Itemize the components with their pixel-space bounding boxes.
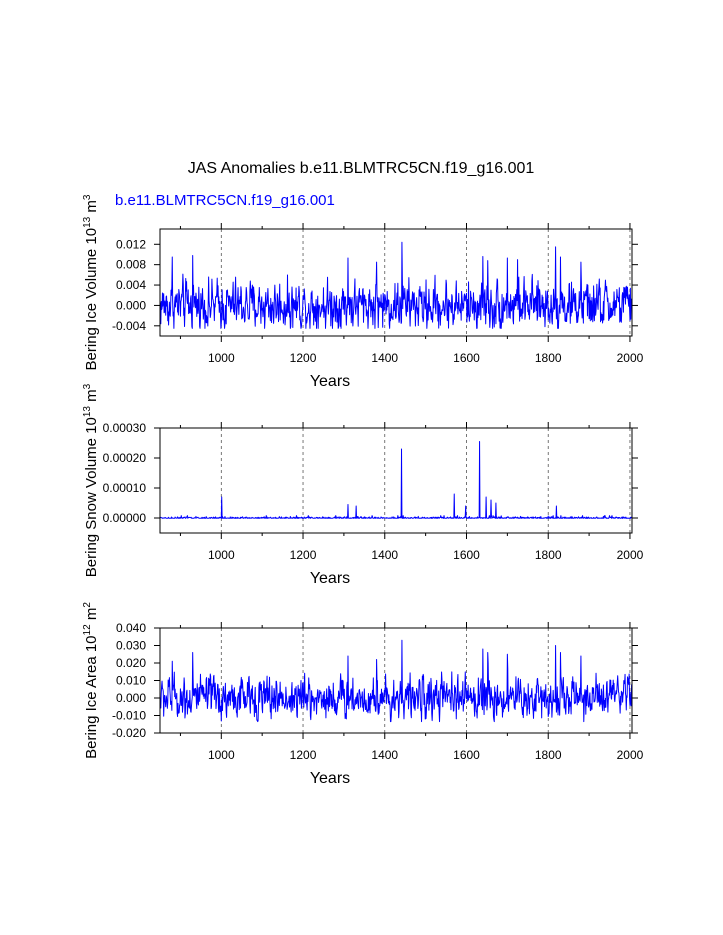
- y-tick-label: 0.040: [116, 621, 146, 635]
- x-tick-label: 1600: [453, 748, 480, 762]
- y-axis-label-unit-exp: 3: [82, 383, 93, 389]
- x-axis-label: Years: [310, 770, 350, 787]
- y-tick-label: 0.000: [116, 691, 146, 705]
- panels: 1000 1200 1400 1600 1800 2000 -0.004 0.000 0.004…: [82, 194, 644, 787]
- y-tick-label: -0.010: [112, 709, 146, 723]
- y-axis-label-unit-exp: 3: [82, 194, 93, 200]
- y-tick-label: -0.004: [112, 319, 146, 333]
- y-tick-label: 0.000: [116, 298, 146, 312]
- legend-label: b.e11.BLMTRC5CN.f19_g16.001: [115, 192, 335, 209]
- series-line: [159, 241, 633, 329]
- x-tick-label: 2000: [617, 748, 644, 762]
- y-axis-label-exp: 12: [82, 624, 93, 636]
- x-tick-label: 1400: [371, 748, 398, 762]
- y-tick-label: 0.012: [116, 237, 146, 251]
- x-tick-label: 1600: [453, 351, 480, 365]
- series-line: [159, 639, 633, 723]
- y-tick-label: 0.004: [116, 278, 146, 292]
- panel-3: 1000 1200 1400 1600 1800 2000 -0.020 -0.010 0.00…: [82, 602, 644, 787]
- y-tick-label: 0.030: [116, 639, 146, 653]
- plot-frame: [159, 427, 633, 534]
- panel-2: 1000 1200 1400 1600 1800 2000 0.00000 0.00010 0.…: [82, 383, 644, 587]
- x-tick-label: 1000: [208, 351, 235, 365]
- y-tick-label: 0.00000: [103, 511, 147, 525]
- y-axis-label: Bering Snow Volume 1013 m3: [82, 383, 100, 577]
- y-axis-label: Bering Ice Area 1012 m2: [82, 602, 100, 759]
- x-axis-label: Years: [310, 373, 350, 390]
- plot-frame: [159, 228, 633, 337]
- y-axis-label-unit-exp: 2: [82, 602, 93, 608]
- y-axis-label-exp: 13: [82, 406, 93, 418]
- x-tick-label: 1200: [290, 748, 317, 762]
- figure-title: JAS Anomalies b.e11.BLMTRC5CN.f19_g16.00…: [188, 160, 535, 177]
- x-tick-label: 1800: [535, 548, 562, 562]
- y-tick-label: 0.00010: [103, 481, 147, 495]
- y-axis-label-text: Bering Snow Volume 10: [83, 417, 100, 577]
- y-tick-label: 0.00020: [103, 451, 147, 465]
- x-tick-label: 1600: [453, 548, 480, 562]
- y-tick-label: -0.020: [112, 726, 146, 740]
- x-tick-label: 1800: [535, 748, 562, 762]
- y-axis-label-unit: m: [83, 200, 100, 217]
- y-tick-label: 0.020: [116, 656, 146, 670]
- y-axis-label-unit: m: [83, 389, 100, 406]
- y-tick-label: 0.008: [116, 258, 146, 272]
- y-axis-label-unit: m: [83, 608, 100, 625]
- x-tick-label: 1400: [371, 548, 398, 562]
- x-tick-label: 1200: [290, 351, 317, 365]
- x-tick-label: 1800: [535, 351, 562, 365]
- x-tick-label: 2000: [617, 548, 644, 562]
- x-tick-label: 2000: [617, 351, 644, 365]
- y-tick-label: 0.00030: [103, 421, 147, 435]
- y-axis-label: Bering Ice Volume 1013 m3: [82, 194, 100, 370]
- y-axis-label-exp: 13: [82, 216, 93, 228]
- x-axis-label: Years: [310, 570, 350, 587]
- y-tick-label: 0.010: [116, 674, 146, 688]
- x-tick-label: 1200: [290, 548, 317, 562]
- y-axis-label-text: Bering Ice Area 10: [83, 635, 100, 758]
- panel-1: 1000 1200 1400 1600 1800 2000 -0.004 0.000 0.004…: [82, 194, 644, 390]
- series-line: [159, 441, 633, 519]
- x-tick-label: 1400: [371, 351, 398, 365]
- x-tick-label: 1000: [208, 748, 235, 762]
- x-tick-label: 1000: [208, 548, 235, 562]
- y-axis-label-text: Bering Ice Volume 10: [83, 228, 100, 371]
